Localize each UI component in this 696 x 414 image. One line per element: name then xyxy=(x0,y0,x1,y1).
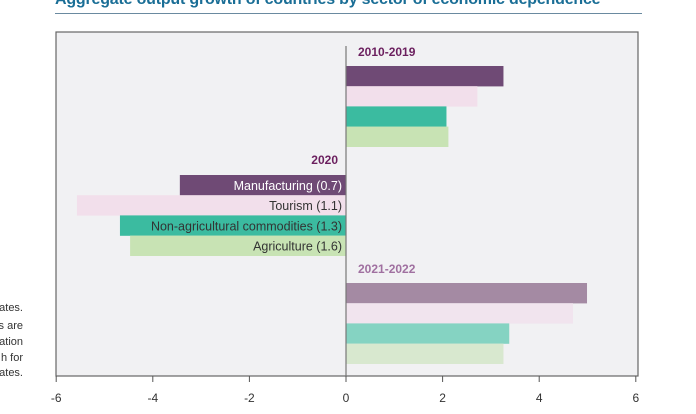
x-tick-label: -6 xyxy=(51,391,62,405)
bar-2010-2019-2 xyxy=(346,106,447,127)
series-label: Non-agricultural commodities (1.3) xyxy=(151,219,342,233)
side-note-fragment: ates. xyxy=(0,367,23,379)
bar-2010-2019-1 xyxy=(346,86,478,107)
bar-2010-2019-0 xyxy=(346,66,504,87)
side-note-fragment: s are xyxy=(0,320,23,332)
series-label: Agriculture (1.6) xyxy=(253,240,342,254)
bar-2010-2019-3 xyxy=(346,126,449,147)
chart-title: Aggregate output growth of countries by … xyxy=(55,0,601,9)
x-tick-label: 6 xyxy=(632,391,639,405)
series-label: Tourism (1.1) xyxy=(269,199,342,213)
x-tick-label: -4 xyxy=(147,391,158,405)
bar-2020-2 xyxy=(119,215,347,236)
x-tick-label: 0 xyxy=(343,391,350,405)
bar-2020-1 xyxy=(76,195,347,216)
title-rule xyxy=(55,13,642,14)
side-note-fragment: ation xyxy=(0,336,23,348)
series-label: Manufacturing (0.7) xyxy=(234,179,342,193)
bar-2021-2022-2 xyxy=(346,323,510,344)
x-tick-label: 4 xyxy=(536,391,543,405)
bar-2021-2022-3 xyxy=(346,343,504,364)
group-label: 2021-2022 xyxy=(358,262,416,276)
side-note-fragment: ates. xyxy=(0,302,23,314)
x-tick-label: 2 xyxy=(439,391,446,405)
bar-2020-0 xyxy=(179,175,346,196)
side-note-fragment: h for xyxy=(0,352,23,364)
bar-2021-2022-0 xyxy=(346,283,588,304)
group-label: 2010-2019 xyxy=(358,45,416,59)
bar-2020-3 xyxy=(130,235,346,256)
group-label: 2020 xyxy=(311,153,338,167)
x-tick-label: -2 xyxy=(244,391,255,405)
bar-2021-2022-1 xyxy=(346,303,574,324)
